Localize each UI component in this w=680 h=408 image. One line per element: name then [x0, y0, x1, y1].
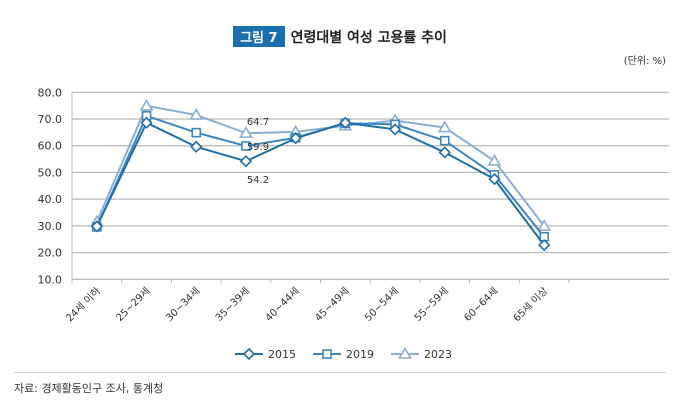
series-line-2023 [95, 104, 545, 227]
legend-label: 2023 [424, 348, 452, 361]
unit-label: (단위: %) [623, 56, 666, 67]
series-line-2019 [95, 114, 545, 238]
x-tick-label: 65세 이상 [511, 285, 550, 324]
legend-marker-2023 [398, 346, 412, 359]
data-point-2023 [437, 120, 452, 133]
data-point-2015 [140, 116, 153, 129]
x-tick-label: 25~29세 [114, 285, 153, 324]
source-note: 자료: 경제활동인구 조사, 통계청 [14, 382, 164, 395]
data-point-2015 [438, 146, 451, 159]
data-point-2023 [189, 107, 204, 120]
data-point-2015 [90, 220, 103, 233]
legend-marker-2019 [322, 349, 332, 359]
data-point-2023 [139, 98, 154, 111]
data-label: 54.2 [247, 175, 269, 186]
data-point-2023 [239, 126, 253, 138]
data-point-2015 [339, 116, 352, 129]
data-point-2015 [239, 155, 253, 168]
y-tick-label: 80.0 [38, 86, 63, 99]
data-point-2019 [241, 141, 251, 151]
data-point-2015 [538, 238, 551, 252]
divider [14, 372, 666, 373]
figure-label: 그림 7 [233, 26, 285, 47]
data-point-2023 [487, 153, 502, 166]
data-point-2023 [537, 219, 552, 231]
data-label: 64.7 [247, 117, 269, 128]
legend-marker-2015 [242, 347, 256, 361]
chart-title: 그림 7 연령대별 여성 고용률 추이 [0, 26, 680, 47]
line-chart: 10.0 20.0 30.0 40.0 50.0 60.0 70.0 80.0 24세 이하 25… [38, 86, 669, 361]
y-tick-label: 50.0 [38, 166, 63, 179]
y-tick-label: 10.0 [38, 273, 63, 286]
y-tick-label: 20.0 [38, 247, 63, 260]
y-tick-label: 60.0 [38, 140, 63, 153]
data-point-2019 [439, 135, 450, 146]
x-tick-label: 35~39세 [213, 285, 252, 324]
data-point-2019 [191, 127, 202, 138]
data-point-2015 [488, 172, 501, 186]
data-point-2015 [190, 140, 203, 153]
x-tick-label: 40~44세 [263, 285, 302, 324]
title-text: 연령대별 여성 고용률 추이 [290, 30, 447, 46]
legend-label: 2019 [346, 348, 374, 361]
x-tick-label: 60~64세 [462, 285, 501, 324]
y-tick-label: 30.0 [38, 220, 63, 233]
x-tick-label: 45~49세 [313, 285, 352, 324]
x-tick-label: 30~34세 [163, 285, 202, 324]
x-tick-label: 55~59세 [412, 285, 451, 324]
x-tick-label: 24세 이하 [63, 284, 103, 324]
y-tick-label: 70.0 [38, 113, 63, 126]
data-label: 59.9 [247, 142, 269, 153]
y-tick-label: 40.0 [38, 193, 63, 206]
legend-label: 2015 [268, 348, 296, 361]
series-line-2015 [95, 121, 545, 246]
data-point-2015 [388, 123, 402, 136]
data-point-2015 [289, 132, 302, 145]
x-tick-label: 50~54세 [362, 285, 401, 324]
